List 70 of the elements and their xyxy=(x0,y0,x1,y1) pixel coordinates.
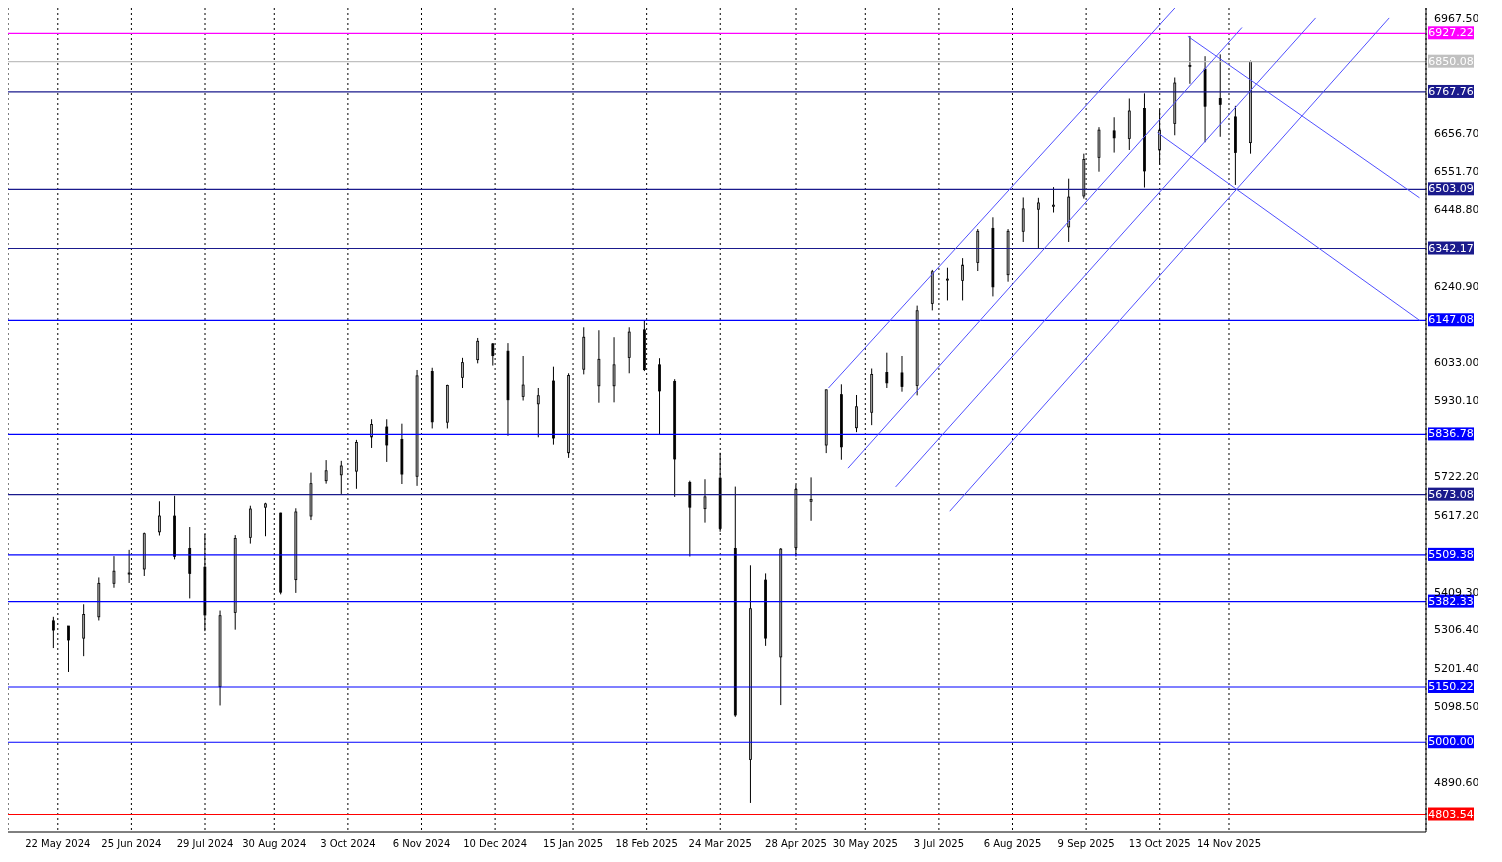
y-tick-label: 5098.50 xyxy=(1434,699,1480,713)
candlestick xyxy=(476,337,480,364)
candlestick xyxy=(339,460,343,495)
y-tick-label: 6448.80 xyxy=(1434,203,1480,217)
candlestick xyxy=(703,478,707,524)
candlestick xyxy=(264,502,267,537)
y-tick-label: 5201.40 xyxy=(1434,662,1480,676)
x-tick-label: 10 Dec 2024 xyxy=(463,838,528,850)
y-tick-label: 6656.70 xyxy=(1434,126,1480,140)
candlestick xyxy=(82,603,86,657)
x-tick-label: 9 Sep 2025 xyxy=(1057,838,1115,850)
x-tick-label: 22 May 2024 xyxy=(25,838,91,850)
candlestick xyxy=(809,476,813,522)
y-tick-label: 5617.20 xyxy=(1434,509,1480,523)
candlestick xyxy=(51,616,55,649)
ref-line-label: 6342.17 xyxy=(1428,241,1474,255)
x-tick-label: 25 Jun 2024 xyxy=(101,838,162,850)
candlestick xyxy=(67,625,70,673)
candlestick xyxy=(461,357,464,389)
candlestick xyxy=(612,336,616,403)
candlestick xyxy=(370,418,373,449)
ref-line-label: 4803.54 xyxy=(1428,807,1474,821)
x-tick-label: 15 Jan 2025 xyxy=(543,838,604,850)
candlestick xyxy=(961,257,964,301)
x-tick-label: 14 Nov 2025 xyxy=(1196,838,1262,850)
x-tick-label: 3 Oct 2024 xyxy=(320,838,376,850)
x-tick-label: 18 Feb 2025 xyxy=(615,838,678,850)
y-tick-label: 6967.50 xyxy=(1434,12,1480,26)
y-tick-label: 5930.10 xyxy=(1434,394,1480,407)
ref-line-label: 5150.22 xyxy=(1428,679,1474,693)
candlestick xyxy=(855,394,858,433)
candlestick xyxy=(112,555,116,589)
x-tick-label: 30 Aug 2024 xyxy=(242,838,307,850)
candlestick xyxy=(900,355,904,393)
candlestick xyxy=(1021,196,1025,243)
ref-line-label: 6767.76 xyxy=(1428,84,1474,98)
x-tick-label: 3 Jul 2025 xyxy=(913,838,965,850)
candlestick xyxy=(1037,197,1040,249)
candlestick xyxy=(521,355,525,401)
candlestick xyxy=(324,459,328,485)
ref-line-label: 6503.09 xyxy=(1428,182,1474,196)
candlestick xyxy=(1112,116,1116,154)
candlestick xyxy=(1052,186,1055,214)
candlestick xyxy=(536,387,540,438)
candlestick xyxy=(385,418,389,463)
x-tick-label: 6 Aug 2025 xyxy=(983,838,1042,850)
candlestick xyxy=(158,500,161,537)
x-tick-label: 6 Nov 2024 xyxy=(392,838,451,850)
ref-line-label: 5836.78 xyxy=(1428,427,1474,441)
ref-line-label: 5000.00 xyxy=(1428,735,1474,749)
y-tick-label: 4890.60 xyxy=(1434,776,1480,790)
ref-line-label: 5509.38 xyxy=(1428,547,1474,561)
ref-line-label: 6147.08 xyxy=(1428,313,1474,327)
x-tick-label: 30 May 2025 xyxy=(832,838,898,850)
y-tick-label: 5722.20 xyxy=(1434,470,1480,484)
ref-line-label: 6927.22 xyxy=(1428,26,1474,40)
y-tick-label: 6033.00 xyxy=(1434,356,1480,370)
candlestick xyxy=(946,267,949,301)
candlestick xyxy=(1218,53,1222,138)
candlestick xyxy=(1188,35,1192,85)
x-tick-label: 29 Jul 2024 xyxy=(176,838,234,850)
y-tick-label: 6551.70 xyxy=(1434,165,1480,179)
candlestick xyxy=(885,352,889,389)
ref-line-label: 6850.08 xyxy=(1428,54,1474,68)
y-tick-label: 6240.90 xyxy=(1434,279,1480,293)
ref-line-label: 5673.08 xyxy=(1428,487,1474,501)
y-tick-label: 5306.40 xyxy=(1434,623,1480,637)
x-tick-label: 28 Apr 2025 xyxy=(765,838,827,850)
x-tick-label: 13 Oct 2025 xyxy=(1128,838,1191,850)
x-tick-label: 24 Mar 2025 xyxy=(688,838,752,850)
